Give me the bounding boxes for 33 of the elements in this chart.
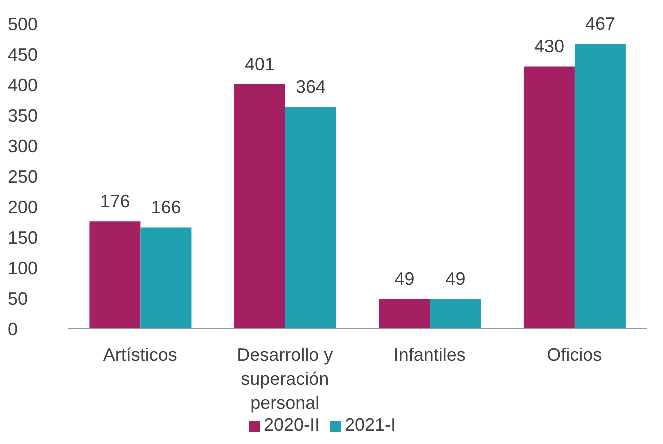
data-label: 467 [585,14,616,34]
y-tick-label: 250 [8,166,38,187]
legend-label: 2021-I [345,415,396,435]
data-label: 401 [244,54,275,74]
data-label: 364 [296,76,326,97]
bar [140,228,192,329]
y-tick-label: 300 [8,136,38,156]
legend-label: 2020-II [264,415,320,435]
y-tick-label: 500 [8,14,38,34]
bar [574,44,626,329]
bar [524,66,575,329]
bar [90,222,141,329]
y-tick-label: 450 [8,44,38,65]
bar [285,106,336,329]
data-label: 49 [394,269,415,290]
bar [379,299,430,329]
x-tick-label: Infantiles [394,345,466,365]
data-label: 430 [534,36,564,57]
x-tick-label: Desarrollo y superación personal [237,345,334,413]
data-label: 166 [151,198,182,218]
x-tick-label: Oficios [547,345,602,365]
y-tick-label: 0 [8,319,18,340]
y-tick-label: 400 [8,75,38,96]
y-tick-label: 150 [8,228,38,248]
data-label: 176 [100,192,130,212]
data-label: 49 [446,269,466,290]
bar [430,299,482,329]
y-tick-label: 50 [8,288,28,309]
x-tick-label: Artísticos [103,345,178,365]
y-tick-label: 200 [8,197,38,218]
bar [234,84,286,329]
y-tick-label: 100 [8,258,38,278]
y-tick-label: 350 [8,106,38,126]
